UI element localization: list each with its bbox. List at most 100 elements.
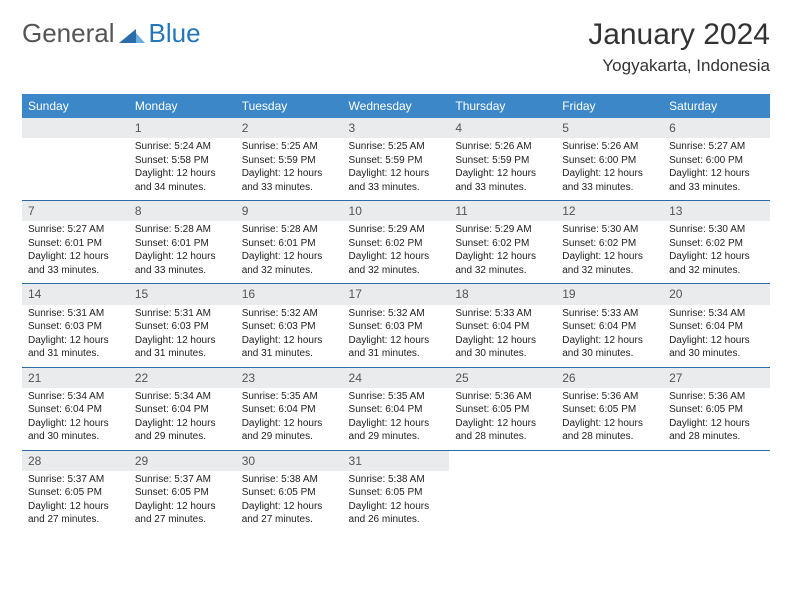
sunrise-text: Sunrise: 5:25 AM <box>349 140 444 154</box>
sunset-text: Sunset: 6:02 PM <box>455 237 550 251</box>
day-number: 31 <box>343 451 450 471</box>
day-content: Sunrise: 5:32 AMSunset: 6:03 PMDaylight:… <box>343 305 450 367</box>
calendar-cell: 13Sunrise: 5:30 AMSunset: 6:02 PMDayligh… <box>663 201 770 284</box>
daylight-text-1: Daylight: 12 hours <box>242 334 337 348</box>
sunrise-text: Sunrise: 5:31 AM <box>135 307 230 321</box>
calendar-cell: 23Sunrise: 5:35 AMSunset: 6:04 PMDayligh… <box>236 367 343 450</box>
day-number: 22 <box>129 368 236 388</box>
daylight-text-2: and 33 minutes. <box>562 181 657 195</box>
calendar-cell: 26Sunrise: 5:36 AMSunset: 6:05 PMDayligh… <box>556 367 663 450</box>
daylight-text-1: Daylight: 12 hours <box>135 334 230 348</box>
calendar-cell: 16Sunrise: 5:32 AMSunset: 6:03 PMDayligh… <box>236 284 343 367</box>
sunrise-text: Sunrise: 5:35 AM <box>242 390 337 404</box>
day-content: Sunrise: 5:27 AMSunset: 6:01 PMDaylight:… <box>22 221 129 283</box>
sunrise-text: Sunrise: 5:25 AM <box>242 140 337 154</box>
day-number: 23 <box>236 368 343 388</box>
calendar-cell: 1Sunrise: 5:24 AMSunset: 5:58 PMDaylight… <box>129 118 236 201</box>
daylight-text-2: and 28 minutes. <box>669 430 764 444</box>
day-content: Sunrise: 5:36 AMSunset: 6:05 PMDaylight:… <box>556 388 663 450</box>
sunset-text: Sunset: 6:04 PM <box>669 320 764 334</box>
logo-text-general: General <box>22 18 115 49</box>
sunrise-text: Sunrise: 5:28 AM <box>242 223 337 237</box>
sunrise-text: Sunrise: 5:24 AM <box>135 140 230 154</box>
weekday-header: Tuesday <box>236 94 343 118</box>
daylight-text-1: Daylight: 12 hours <box>562 417 657 431</box>
daylight-text-2: and 28 minutes. <box>562 430 657 444</box>
calendar-cell <box>449 450 556 533</box>
sunset-text: Sunset: 6:03 PM <box>242 320 337 334</box>
daylight-text-1: Daylight: 12 hours <box>562 167 657 181</box>
weekday-header: Wednesday <box>343 94 450 118</box>
sunset-text: Sunset: 6:05 PM <box>455 403 550 417</box>
day-content: Sunrise: 5:28 AMSunset: 6:01 PMDaylight:… <box>129 221 236 283</box>
daylight-text-2: and 32 minutes. <box>669 264 764 278</box>
calendar-table: Sunday Monday Tuesday Wednesday Thursday… <box>22 94 770 533</box>
day-content: Sunrise: 5:36 AMSunset: 6:05 PMDaylight:… <box>449 388 556 450</box>
calendar-cell: 30Sunrise: 5:38 AMSunset: 6:05 PMDayligh… <box>236 450 343 533</box>
daylight-text-1: Daylight: 12 hours <box>242 250 337 264</box>
logo: General Blue <box>22 18 201 49</box>
day-number: 12 <box>556 201 663 221</box>
calendar-cell: 17Sunrise: 5:32 AMSunset: 6:03 PMDayligh… <box>343 284 450 367</box>
day-number: 3 <box>343 118 450 138</box>
sunset-text: Sunset: 6:04 PM <box>349 403 444 417</box>
logo-text-blue: Blue <box>149 18 201 49</box>
day-number: 28 <box>22 451 129 471</box>
sunrise-text: Sunrise: 5:31 AM <box>28 307 123 321</box>
sunset-text: Sunset: 6:03 PM <box>28 320 123 334</box>
daylight-text-2: and 32 minutes. <box>349 264 444 278</box>
weekday-header: Saturday <box>663 94 770 118</box>
daylight-text-1: Daylight: 12 hours <box>349 334 444 348</box>
sunset-text: Sunset: 6:01 PM <box>28 237 123 251</box>
calendar-cell: 14 Sunrise: 5:31 AMSunset: 6:03 PMDayligh… <box>22 284 129 367</box>
calendar-cell: 2Sunrise: 5:25 AMSunset: 5:59 PMDaylight… <box>236 118 343 201</box>
weekday-header: Monday <box>129 94 236 118</box>
sunset-text: Sunset: 6:02 PM <box>669 237 764 251</box>
sunset-text: Sunset: 5:59 PM <box>242 154 337 168</box>
calendar-cell <box>22 118 129 201</box>
daylight-text-2: and 30 minutes. <box>562 347 657 361</box>
sunrise-text: Sunrise: 5:36 AM <box>669 390 764 404</box>
calendar-cell: 7Sunrise: 5:27 AMSunset: 6:01 PMDaylight… <box>22 201 129 284</box>
sunset-text: Sunset: 6:04 PM <box>135 403 230 417</box>
daylight-text-1: Daylight: 12 hours <box>242 500 337 514</box>
sunrise-text: Sunrise: 5:34 AM <box>28 390 123 404</box>
sunrise-text: Sunrise: 5:33 AM <box>455 307 550 321</box>
day-number: 30 <box>236 451 343 471</box>
calendar-cell: 18Sunrise: 5:33 AMSunset: 6:04 PMDayligh… <box>449 284 556 367</box>
calendar-cell: 28Sunrise: 5:37 AMSunset: 6:05 PMDayligh… <box>22 450 129 533</box>
sunrise-text: Sunrise: 5:36 AM <box>455 390 550 404</box>
day-number: 17 <box>343 284 450 304</box>
day-number: 14 <box>22 284 129 304</box>
sunrise-text: Sunrise: 5:27 AM <box>669 140 764 154</box>
sunrise-text: Sunrise: 5:35 AM <box>349 390 444 404</box>
sunset-text: Sunset: 6:03 PM <box>135 320 230 334</box>
day-content: Sunrise: 5:24 AMSunset: 5:58 PMDaylight:… <box>129 138 236 200</box>
daylight-text-1: Daylight: 12 hours <box>669 334 764 348</box>
daylight-text-2: and 33 minutes. <box>242 181 337 195</box>
calendar-cell: 4Sunrise: 5:26 AMSunset: 5:59 PMDaylight… <box>449 118 556 201</box>
daylight-text-2: and 33 minutes. <box>669 181 764 195</box>
sunset-text: Sunset: 6:04 PM <box>455 320 550 334</box>
daylight-text-1: Daylight: 12 hours <box>135 250 230 264</box>
day-content: Sunrise: 5:38 AMSunset: 6:05 PMDaylight:… <box>343 471 450 533</box>
calendar-cell: 11Sunrise: 5:29 AMSunset: 6:02 PMDayligh… <box>449 201 556 284</box>
calendar-cell: 27Sunrise: 5:36 AMSunset: 6:05 PMDayligh… <box>663 367 770 450</box>
daylight-text-1: Daylight: 12 hours <box>455 417 550 431</box>
calendar-cell <box>663 450 770 533</box>
day-number: 7 <box>22 201 129 221</box>
day-number: 9 <box>236 201 343 221</box>
calendar-cell: 10Sunrise: 5:29 AMSunset: 6:02 PMDayligh… <box>343 201 450 284</box>
calendar-cell: 19Sunrise: 5:33 AMSunset: 6:04 PMDayligh… <box>556 284 663 367</box>
daylight-text-2: and 30 minutes. <box>669 347 764 361</box>
calendar-cell: 21Sunrise: 5:34 AMSunset: 6:04 PMDayligh… <box>22 367 129 450</box>
day-content: Sunrise: 5:34 AMSunset: 6:04 PMDaylight:… <box>129 388 236 450</box>
day-number: 8 <box>129 201 236 221</box>
daylight-text-2: and 32 minutes. <box>455 264 550 278</box>
daylight-text-2: and 33 minutes. <box>455 181 550 195</box>
sunset-text: Sunset: 6:05 PM <box>349 486 444 500</box>
daylight-text-1: Daylight: 12 hours <box>669 417 764 431</box>
daylight-text-1: Daylight: 12 hours <box>455 250 550 264</box>
daylight-text-1: Daylight: 12 hours <box>28 334 123 348</box>
sunrise-text: Sunrise: 5:28 AM <box>135 223 230 237</box>
